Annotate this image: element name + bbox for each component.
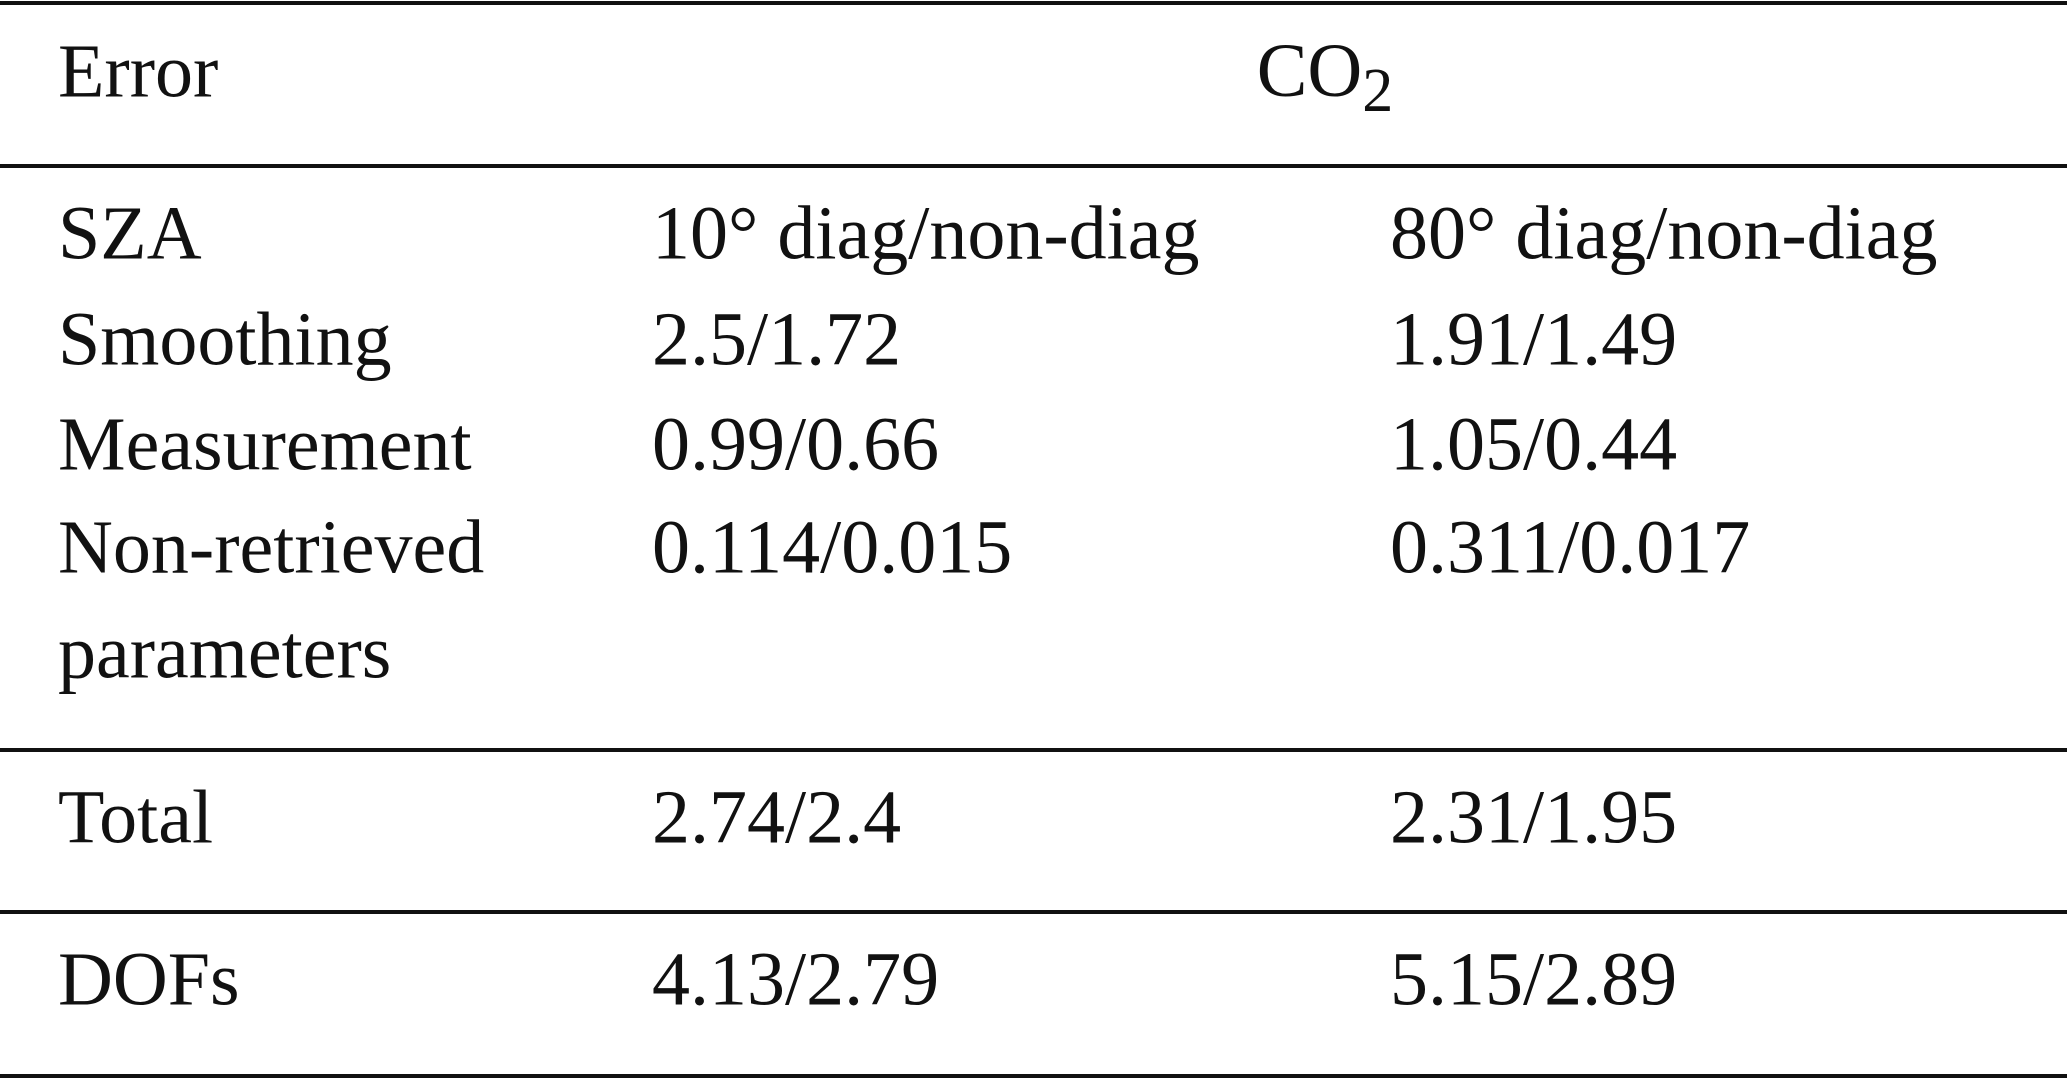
cell: Total xyxy=(58,775,213,859)
cell: 10° diag/non-diag xyxy=(652,191,1200,275)
cell: Non-retrieved xyxy=(58,505,484,589)
cell: SZA xyxy=(58,191,202,275)
cell: 2.5/1.72 xyxy=(652,297,901,381)
header-cell: CO2 xyxy=(1257,29,1394,125)
cell: 4.13/2.79 xyxy=(652,937,939,1021)
cell: DOFs xyxy=(58,937,240,1021)
cell: Measurement xyxy=(58,402,472,486)
cell: 2.74/2.4 xyxy=(652,775,901,859)
cell: 2.31/1.95 xyxy=(1390,775,1677,859)
species-subscript: 2 xyxy=(1362,57,1393,125)
cell: Smoothing xyxy=(58,297,392,381)
species: CO xyxy=(1257,29,1363,113)
cell: parameters xyxy=(58,610,391,694)
cell: 0.311/0.017 xyxy=(1390,505,1750,589)
cell: 80° diag/non-diag xyxy=(1390,191,1938,275)
cell: 5.15/2.89 xyxy=(1390,937,1677,1021)
header-cell: Error xyxy=(58,29,218,113)
cell: 1.91/1.49 xyxy=(1390,297,1677,381)
cell: 0.114/0.015 xyxy=(652,505,1012,589)
cell: 0.99/0.66 xyxy=(652,402,939,486)
cell: 1.05/0.44 xyxy=(1390,402,1677,486)
